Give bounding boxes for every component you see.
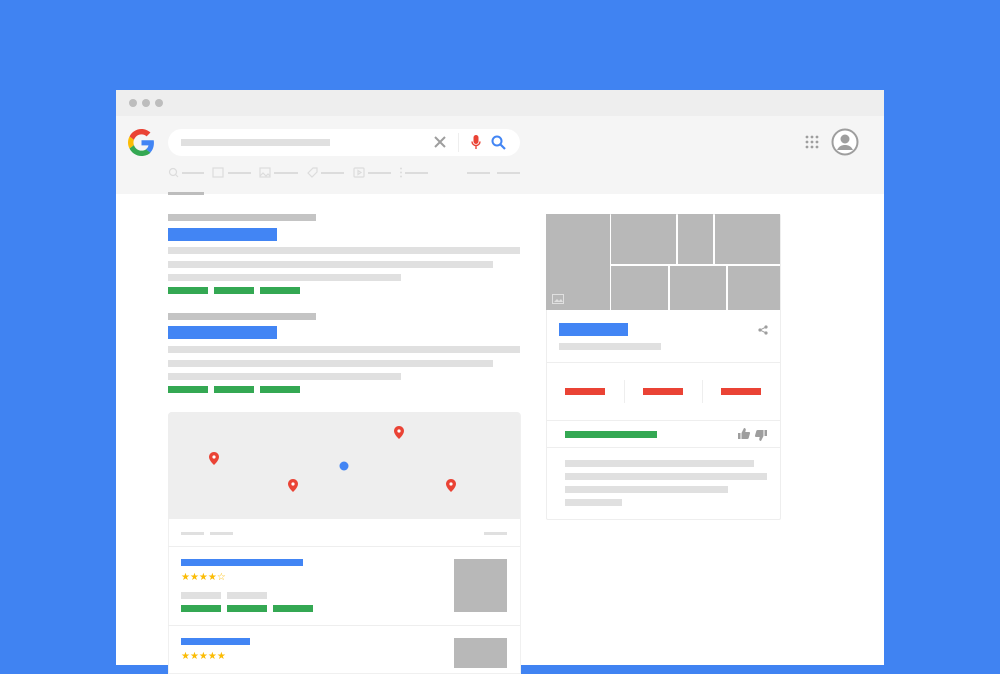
search-tabs[interactable] — [168, 167, 428, 179]
sitelink[interactable] — [168, 287, 208, 294]
star-icon: ★★★★★ — [181, 651, 226, 662]
star-rating: ★★★★☆ — [181, 573, 226, 583]
divider — [168, 546, 520, 547]
listing-action[interactable] — [227, 605, 267, 612]
result-snippet — [168, 360, 493, 367]
gallery-image[interactable] — [678, 214, 713, 264]
divider — [546, 447, 780, 448]
panel-action-button[interactable] — [643, 388, 683, 395]
divider — [546, 420, 780, 421]
close-icon[interactable] — [434, 136, 446, 148]
sitelink[interactable] — [214, 287, 254, 294]
title-bar — [116, 90, 884, 116]
result-snippet — [168, 261, 493, 268]
divider — [168, 625, 520, 626]
divider — [458, 133, 459, 152]
panel-action-button[interactable] — [721, 388, 761, 395]
result-snippet — [168, 247, 520, 254]
result-snippet — [168, 373, 401, 380]
star-rating: ★★★★★ — [181, 652, 226, 662]
window-dot[interactable] — [142, 99, 150, 107]
result-snippet — [168, 346, 520, 353]
sitelink[interactable] — [260, 287, 300, 294]
panel-description — [565, 473, 767, 480]
listing-action[interactable] — [181, 605, 221, 612]
microphone-icon[interactable] — [471, 135, 481, 150]
result-url[interactable] — [168, 313, 316, 320]
result-snippet — [168, 274, 401, 281]
map-markers — [209, 426, 456, 492]
apps-grid-icon[interactable] — [805, 135, 819, 149]
result-title-link[interactable] — [168, 326, 277, 339]
google-g-logo[interactable] — [128, 129, 155, 156]
image-icon — [552, 294, 564, 304]
map-pin-icon[interactable] — [288, 479, 298, 492]
filter-option[interactable] — [181, 532, 204, 535]
settings-tab[interactable] — [467, 172, 490, 174]
sitelink[interactable] — [214, 386, 254, 393]
search-icon[interactable] — [491, 135, 506, 150]
panel-description — [565, 499, 622, 506]
window-dot[interactable] — [129, 99, 137, 107]
divider — [624, 380, 625, 403]
panel-title — [559, 323, 628, 336]
panel-description — [565, 460, 754, 467]
thumbs-up-icon[interactable] — [738, 428, 750, 439]
tools-tab[interactable] — [497, 172, 520, 174]
divider — [702, 380, 703, 403]
result-title-link[interactable] — [168, 228, 277, 241]
sitelink[interactable] — [260, 386, 300, 393]
panel-link[interactable] — [565, 431, 657, 438]
map-pin-icon[interactable] — [209, 452, 219, 465]
panel-subtitle — [559, 343, 661, 350]
divider — [546, 362, 780, 363]
gallery-image[interactable] — [728, 266, 780, 310]
window-dot[interactable] — [155, 99, 163, 107]
listing-info — [227, 592, 267, 599]
share-icon[interactable] — [758, 325, 768, 335]
active-tab-indicator — [168, 192, 204, 195]
gallery-image[interactable] — [670, 266, 726, 310]
listing-title[interactable] — [181, 638, 250, 645]
panel-description — [565, 486, 728, 493]
thumbs-down-icon[interactable] — [755, 430, 767, 441]
map-pin-icon[interactable] — [446, 479, 456, 492]
filter-option[interactable] — [210, 532, 233, 535]
panel-action-button[interactable] — [565, 388, 605, 395]
listing-thumbnail[interactable] — [454, 559, 507, 612]
star-icon: ★★★★☆ — [181, 572, 226, 583]
listing-action[interactable] — [273, 605, 313, 612]
gallery-image[interactable] — [611, 266, 668, 310]
listing-thumbnail[interactable] — [454, 638, 507, 668]
map-pin-icon[interactable] — [394, 426, 404, 439]
result-url[interactable] — [168, 214, 316, 221]
sitelink[interactable] — [168, 386, 208, 393]
gallery-image[interactable] — [611, 214, 676, 264]
listing-title[interactable] — [181, 559, 303, 566]
listing-info — [181, 592, 221, 599]
avatar-icon[interactable] — [831, 128, 859, 156]
gallery-image[interactable] — [715, 214, 780, 264]
filter-option[interactable] — [484, 532, 507, 535]
search-query-placeholder — [181, 139, 330, 146]
current-location-dot — [339, 461, 349, 471]
